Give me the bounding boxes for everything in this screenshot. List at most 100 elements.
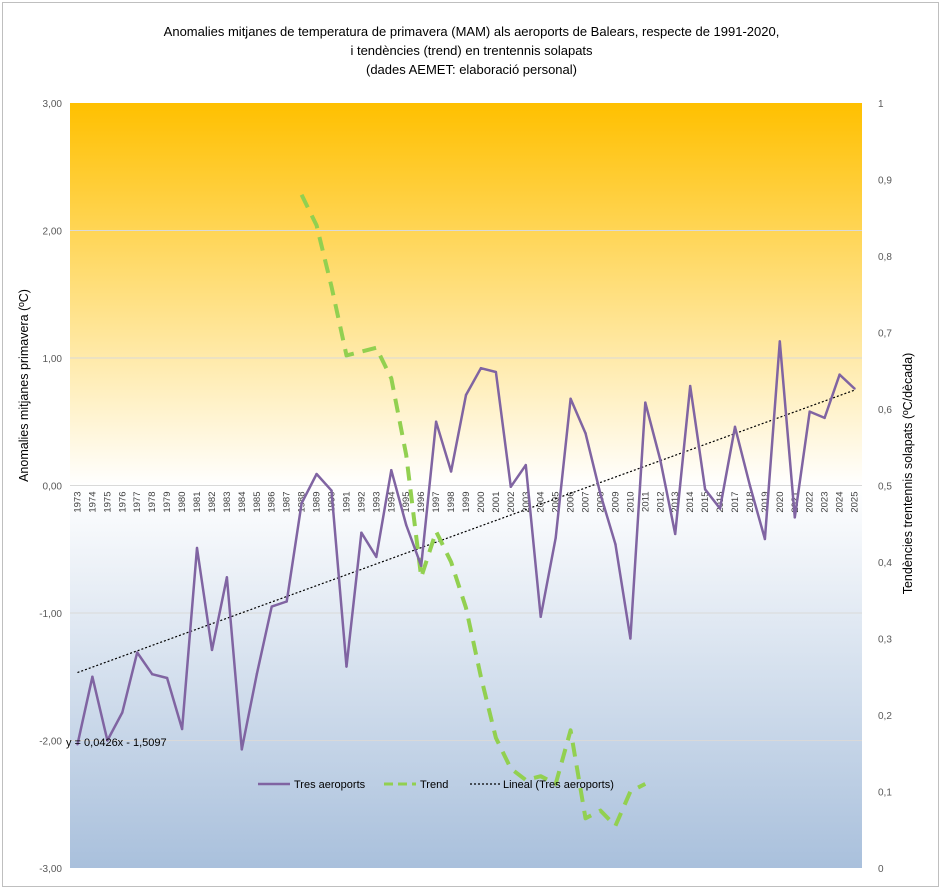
x-tick-label: 1974: [87, 492, 98, 513]
x-tick-label: 1975: [102, 492, 113, 513]
anomaly-point: [255, 673, 258, 676]
y2-tick-label: 1: [878, 99, 884, 110]
x-tick-label: 2004: [536, 492, 547, 513]
anomaly-point: [240, 748, 244, 751]
anomaly-point: [91, 675, 94, 678]
anomaly-point: [718, 507, 722, 510]
x-tick-label: 2019: [760, 492, 771, 513]
anomaly-point: [76, 743, 79, 746]
anomaly-point: [688, 384, 692, 388]
x-tick-label: 1986: [267, 492, 278, 513]
anomaly-point: [360, 531, 363, 534]
y-tick-label: 3,00: [43, 99, 63, 110]
x-tick-label: 2007: [581, 492, 592, 513]
series-points: [76, 340, 856, 751]
anomaly-point: [733, 425, 737, 429]
y2-tick-label: 0,3: [878, 635, 892, 646]
anomaly-point: [345, 665, 348, 668]
anomaly-point: [106, 739, 109, 742]
anomaly-point: [509, 485, 513, 488]
anomaly-point: [195, 546, 199, 550]
x-tick-label: 2008: [595, 492, 606, 513]
x-tick-label: 2005: [551, 492, 562, 513]
x-tick-label: 2010: [625, 492, 636, 513]
right-axis-ticks: 1 0,9 0,8 0,7 0,6 0,5 0,4 0,3 0,2 0,1 0: [878, 99, 892, 875]
anomaly-point: [180, 727, 184, 731]
anomaly-point: [659, 458, 662, 462]
x-tick-label: 1998: [446, 492, 457, 513]
anomaly-point: [853, 387, 856, 390]
x-tick-label: 2020: [775, 492, 786, 513]
anomaly-point: [554, 536, 557, 539]
x-tick-label: 2012: [655, 492, 666, 513]
x-tick-label: 1987: [282, 492, 293, 513]
anomaly-point: [330, 489, 333, 492]
y-tick-label: -1,00: [39, 609, 62, 620]
title-line-1: Anomalies mitjanes de temperatura de pri…: [163, 24, 780, 39]
x-tick-label: 2015: [700, 492, 711, 513]
anomaly-point: [165, 676, 169, 680]
anomaly-point: [479, 367, 483, 370]
x-tick-label: 2024: [835, 492, 846, 513]
anomaly-point: [136, 651, 139, 654]
title-line-3: (dades AEMET: elaboració personal): [365, 62, 577, 77]
y-tick-label: -2,00: [39, 737, 62, 748]
anomaly-point: [748, 484, 752, 487]
anomaly-point: [823, 416, 826, 420]
x-tick-label: 1992: [356, 492, 367, 513]
legend-label-anomaly: Tres aeroports: [294, 779, 366, 791]
gridlines: [70, 230, 862, 741]
anomaly-point: [449, 470, 453, 473]
x-tick-label: 1979: [162, 492, 173, 513]
x-tick-label: 1995: [401, 492, 412, 513]
anomaly-point: [614, 542, 617, 546]
x-tick-label: 1980: [177, 492, 188, 513]
anomaly-point: [270, 605, 273, 608]
title-line-2: i tendències (trend) en trentennis solap…: [350, 43, 593, 58]
x-tick-label: 2025: [850, 492, 861, 513]
x-tick-label: 1991: [341, 492, 352, 513]
anomaly-point: [569, 397, 572, 400]
y-tick-label: -3,00: [39, 864, 62, 875]
x-tick-label: 2009: [610, 492, 621, 513]
x-tick-label: 1981: [192, 492, 203, 513]
chart-title: Anomalies mitjanes de temperatura de pri…: [0, 22, 943, 79]
anomaly-point: [121, 711, 124, 714]
x-tick-label: 2002: [506, 492, 517, 513]
y2-tick-label: 0,7: [878, 329, 892, 340]
anomaly-point: [464, 393, 468, 397]
anomaly-point: [210, 648, 214, 652]
y2-tick-label: 0,8: [878, 252, 892, 263]
y2-tick-label: 0,4: [878, 558, 892, 569]
anomaly-point: [644, 401, 647, 404]
x-tick-label: 1982: [207, 492, 218, 513]
x-tick-label: 2013: [670, 492, 681, 513]
anomaly-point: [419, 564, 423, 568]
x-tick-label: 1976: [117, 492, 128, 513]
anomaly-point: [629, 637, 632, 640]
legend-label-linear: Lineal (Tres aeroports): [503, 779, 614, 791]
x-tick-label: 2014: [685, 492, 696, 513]
right-axis-label: Tendències trentennis solapats (ºC/dècad…: [901, 353, 915, 595]
x-tick-label: 2018: [745, 492, 756, 513]
x-tick-label: 1994: [386, 492, 397, 513]
anomaly-point: [838, 373, 841, 376]
x-tick-label: 2011: [640, 492, 651, 512]
anomaly-point: [315, 472, 318, 476]
y2-tick-label: 0,9: [878, 176, 892, 187]
linear-fit-line: [77, 389, 855, 674]
anomaly-point: [778, 340, 782, 343]
anomaly-point: [808, 410, 811, 413]
x-tick-label: 1984: [237, 492, 248, 513]
anomaly-point: [494, 370, 498, 374]
x-tick-label: 1989: [312, 492, 323, 513]
x-tick-label: 2001: [491, 492, 502, 513]
anomaly-point: [285, 600, 288, 603]
anomaly-point: [225, 576, 229, 579]
left-axis-label: Anomalies mitjanes primavera (ºC): [17, 289, 31, 482]
left-axis-ticks: 3,00 2,00 1,00 0,00 -1,00 -2,00 -3,00: [39, 99, 62, 875]
anomaly-point: [524, 463, 527, 467]
legend: Tres aeroports Trend Lineal (Tres aeroport…: [258, 779, 614, 791]
x-tick-label: 1985: [252, 492, 263, 513]
